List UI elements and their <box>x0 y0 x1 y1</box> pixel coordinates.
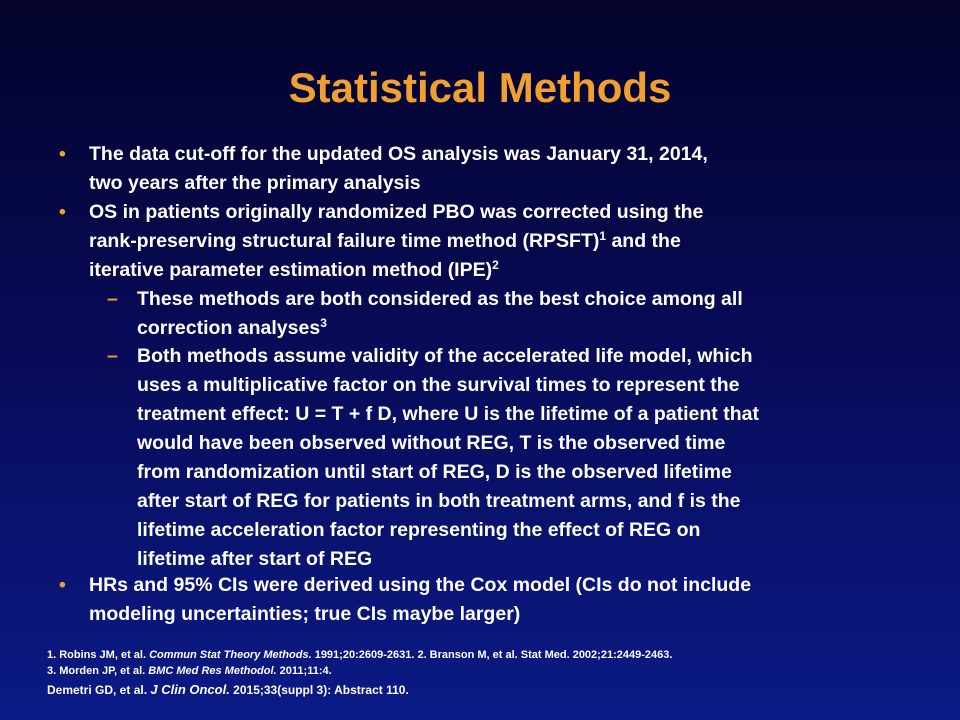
bullet-data-cutoff: • The data cut-off for the updated OS an… <box>59 140 919 198</box>
bullet-line: lifetime acceleration factor representin… <box>137 519 701 541</box>
bullet-marker: • <box>59 201 66 223</box>
reference-text: 3. Morden JP, et al. <box>47 665 149 677</box>
bullet-marker: • <box>59 143 66 165</box>
citation-journal: J Clin Oncol. <box>150 682 230 697</box>
bullet-line: rank-preserving structural failure time … <box>89 227 919 256</box>
reference-journal: Commun Stat Theory Methods. <box>149 649 312 661</box>
subbullet-best-choice: – These methods are both considered as t… <box>107 285 927 343</box>
bullet-line: two years after the primary analysis <box>89 172 421 194</box>
reference-text: 1991;20:2609-2631. 2. Branson M, et al. … <box>311 649 673 661</box>
bullet-line: These methods are both considered as the… <box>137 288 743 310</box>
bullet-line: The data cut-off for the updated OS anal… <box>89 143 708 165</box>
bullet-line: after start of REG for patients in both … <box>137 490 741 512</box>
bullet-line: lifetime after start of REG <box>137 548 373 570</box>
reference-journal: BMC Med Res Methodol. <box>148 665 277 677</box>
bullet-marker: • <box>59 574 66 596</box>
subbullet-marker: – <box>107 345 118 367</box>
bullet-text: iterative parameter estimation method (I… <box>89 259 493 281</box>
bullet-text: rank-preserving structural failure time … <box>89 230 600 252</box>
reference-line: 1. Robins JM, et al. Commun Stat Theory … <box>47 647 672 663</box>
bullet-text: correction analyses <box>137 317 321 339</box>
footnote-marker: 2 <box>492 258 499 272</box>
citation-text: 2015;33(suppl 3): Abstract 110. <box>229 683 409 697</box>
bullet-line: uses a multiplicative factor on the surv… <box>137 374 740 396</box>
bullet-line: from randomization until start of REG, D… <box>137 461 732 483</box>
source-citation: Demetri GD, et al. J Clin Oncol. 2015;33… <box>47 681 409 699</box>
bullet-os-correction: • OS in patients originally randomized P… <box>59 198 919 285</box>
references: 1. Robins JM, et al. Commun Stat Theory … <box>47 647 672 679</box>
reference-text: 1. Robins JM, et al. <box>47 649 150 661</box>
subbullet-accelerated-life-model: – Both methods assume validity of the ac… <box>107 342 927 574</box>
subbullet-marker: – <box>107 288 118 310</box>
bullet-text: and the <box>606 230 681 252</box>
bullet-line: HRs and 95% CIs were derived using the C… <box>89 574 752 596</box>
reference-line: 3. Morden JP, et al. BMC Med Res Methodo… <box>47 663 672 679</box>
footnote-marker: 1 <box>599 229 607 243</box>
bullet-line: iterative parameter estimation method (I… <box>89 256 919 285</box>
bullet-hrs-cis: • HRs and 95% CIs were derived using the… <box>59 571 919 629</box>
bullet-line: modeling uncertainties; true CIs maybe l… <box>89 603 521 625</box>
footnote-marker: 3 <box>320 316 327 330</box>
bullet-line: OS in patients originally randomized PBO… <box>89 201 704 223</box>
citation-text: Demetri GD, et al. <box>47 683 151 697</box>
bullet-line: Both methods assume validity of the acce… <box>137 345 753 367</box>
bullet-line: correction analyses3 <box>137 314 927 343</box>
slide-title: Statistical Methods <box>288 64 672 111</box>
bullet-line: would have been observed without REG, T … <box>137 432 726 454</box>
bullet-line: treatment effect: U = T + f D, where U i… <box>137 403 759 425</box>
reference-text: 2011;11:4. <box>276 665 332 677</box>
